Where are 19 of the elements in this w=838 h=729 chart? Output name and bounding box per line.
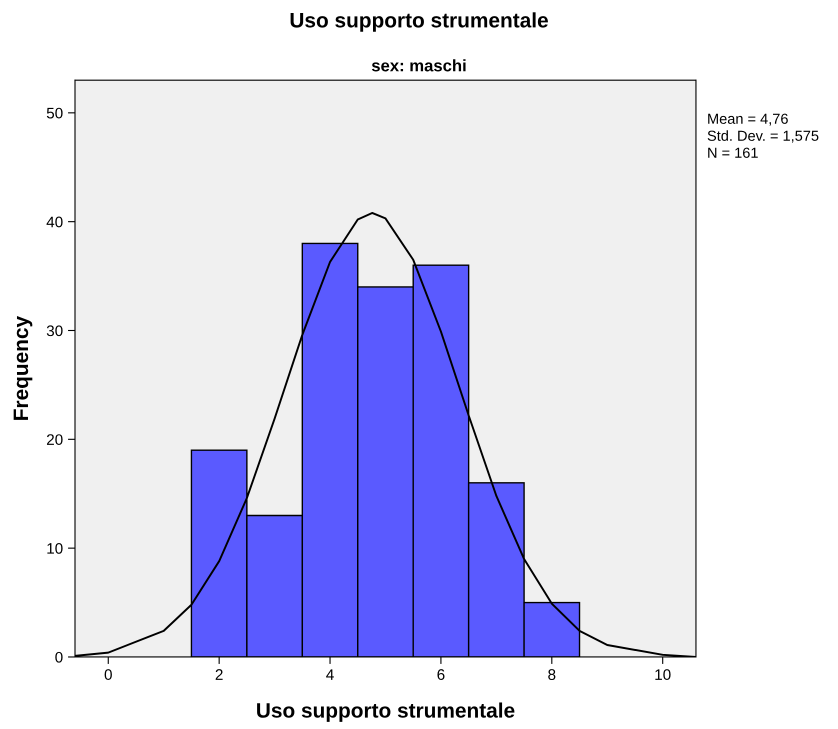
x-tick-label: 10 bbox=[655, 669, 671, 680]
chart-subtitle: sex: maschi bbox=[372, 59, 466, 72]
x-tick-label: 4 bbox=[326, 669, 334, 680]
text: N = 161 bbox=[708, 148, 758, 158]
y-tick-label: 30 bbox=[46, 325, 63, 336]
text: Mean = 4,76 bbox=[708, 114, 788, 126]
text: Std. Dev. = 1,575 bbox=[708, 130, 818, 143]
x-axis-title: Uso supporto strumentale bbox=[257, 702, 514, 722]
y-tick-label: 0 bbox=[55, 652, 63, 663]
x-tick-label: 0 bbox=[104, 669, 112, 680]
y-tick-label: 20 bbox=[46, 434, 63, 446]
y-tick-label: 10 bbox=[47, 543, 63, 554]
y-tick-label: 50 bbox=[46, 108, 63, 119]
x-tick-label: 2 bbox=[216, 669, 223, 680]
chart-title: Uso supporto strumentale bbox=[290, 12, 548, 32]
y-tick-label: 40 bbox=[46, 216, 63, 228]
y-axis-title: Frequency bbox=[14, 316, 32, 420]
x-tick-label: 8 bbox=[548, 669, 556, 680]
x-tick-label: 6 bbox=[437, 669, 444, 680]
